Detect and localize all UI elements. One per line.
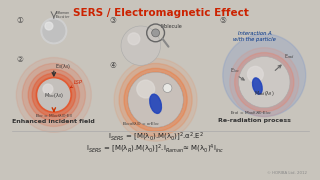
Circle shape [16,57,92,132]
Text: ①: ① [16,16,23,25]
Text: © HORIBA Ltd. 2012: © HORIBA Ltd. 2012 [267,171,307,175]
Circle shape [28,69,80,121]
Circle shape [43,20,65,42]
Text: M$_{rad}$(λ$_R$): M$_{rad}$(λ$_R$) [254,89,275,98]
Circle shape [223,34,306,117]
Circle shape [45,22,53,30]
Text: E$_{scatter}$: E$_{scatter}$ [55,13,70,21]
Circle shape [43,84,53,94]
Circle shape [152,29,160,37]
Circle shape [128,33,140,45]
Circle shape [163,84,172,93]
Text: Enhanced incident field: Enhanced incident field [12,120,95,125]
Circle shape [235,53,294,112]
Text: E$_{local}$(λ$_0$) = α·E$_{loc}$: E$_{local}$(λ$_0$) = α·E$_{loc}$ [122,120,160,128]
Circle shape [128,72,183,127]
Text: ⑤: ⑤ [220,16,227,25]
Circle shape [128,72,183,127]
Text: SERS / Electromagnetic Effect: SERS / Electromagnetic Effect [73,8,248,18]
Circle shape [247,66,263,82]
Text: E$_{rad}$: E$_{rad}$ [284,53,295,61]
Circle shape [119,63,192,136]
Ellipse shape [150,94,161,113]
Text: Re-radiation process: Re-radiation process [218,118,291,123]
Ellipse shape [252,78,262,94]
Text: Interaction A
with the particle: Interaction A with the particle [233,31,276,42]
Text: E$_0$(λ$_0$): E$_0$(λ$_0$) [55,62,71,71]
Text: E$_{loc}$: E$_{loc}$ [230,66,240,75]
Text: Molecule: Molecule [161,24,182,29]
Circle shape [230,48,299,117]
Circle shape [137,80,155,98]
Text: ②: ② [16,55,23,64]
Circle shape [32,73,76,117]
Text: I$_{SERS}$ = [M(λ$_{R}$).M(λ$_{0}$)]$^{2}$.I$_{Raman}$≈ M(λ$_{0}$)$^{4}$I$_{inc}: I$_{SERS}$ = [M(λ$_{R}$).M(λ$_{0}$)]$^{2… [86,143,225,155]
Text: LSP: LSP [74,80,83,85]
Circle shape [124,68,187,131]
Text: I$_{SERS}$ = [M(λ$_{0}$).M(λ$_{0}$)]$^{2}$.α$^{2}$.E$^{2}$: I$_{SERS}$ = [M(λ$_{0}$).M(λ$_{0}$)]$^{2… [108,131,204,143]
Text: E$_{loc}$ = M$_{loc}$(λ$_0$)·E$_0$: E$_{loc}$ = M$_{loc}$(λ$_0$)·E$_0$ [35,112,73,120]
Text: ③: ③ [109,16,116,25]
Circle shape [41,18,67,44]
Text: ④: ④ [109,61,116,70]
Circle shape [22,63,85,126]
Text: E$_{rad}$ = M$_{rad}$(λ$_R$)·E$_{loc}$: E$_{rad}$ = M$_{rad}$(λ$_R$)·E$_{loc}$ [230,110,273,117]
Circle shape [121,26,161,65]
Text: E$_{Raman}$: E$_{Raman}$ [55,9,70,17]
Circle shape [239,57,290,108]
Circle shape [36,77,72,113]
Circle shape [38,79,70,111]
Circle shape [114,58,197,141]
Circle shape [240,57,289,107]
Text: M$_{loc}$(λ$_0$): M$_{loc}$(λ$_0$) [44,91,64,100]
